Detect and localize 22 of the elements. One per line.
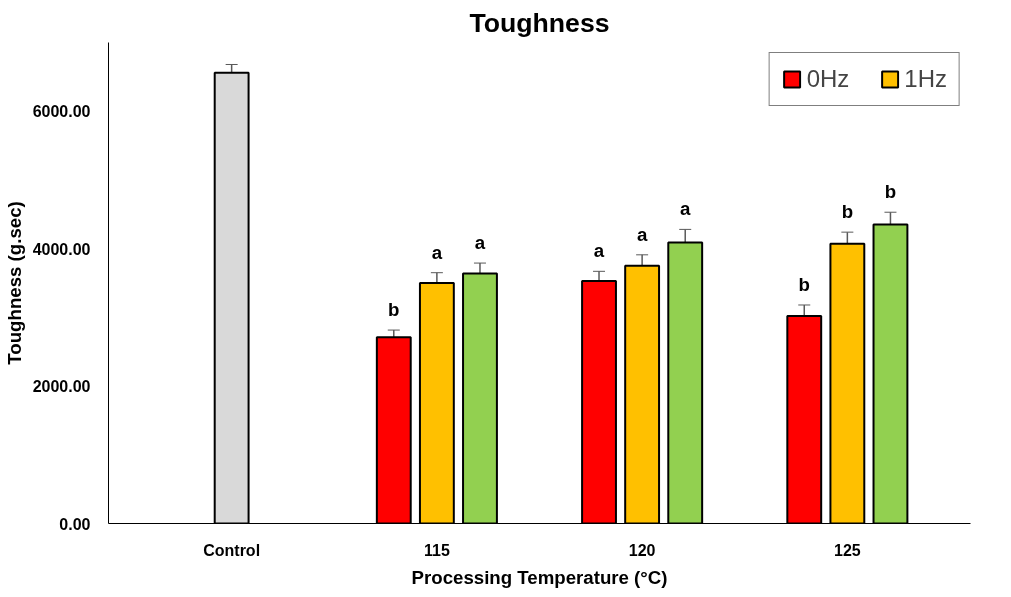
data-label: a bbox=[431, 241, 443, 263]
y-tick-label: 4000.00 bbox=[32, 240, 91, 258]
x-tick-label: 115 bbox=[423, 541, 450, 559]
chart-title: Toughness bbox=[469, 7, 610, 38]
y-tick-label: 6000.00 bbox=[32, 103, 91, 121]
data-label: b bbox=[388, 299, 400, 321]
data-label: b bbox=[884, 181, 897, 203]
data-label: b bbox=[841, 201, 854, 223]
y-tick-label: 0.00 bbox=[59, 515, 91, 533]
data-label: a bbox=[474, 232, 486, 254]
x-tick-label: 120 bbox=[628, 541, 656, 559]
legend-label: 0Hz bbox=[806, 65, 850, 93]
data-label: a bbox=[593, 240, 605, 262]
legend-label: 1Hz bbox=[904, 65, 947, 93]
x-tick-label: 125 bbox=[834, 541, 861, 559]
y-axis-title: Toughness (g.sec) bbox=[3, 201, 25, 365]
data-label: a bbox=[636, 223, 648, 245]
x-tick-label: Control bbox=[203, 541, 261, 559]
data-label: a bbox=[680, 198, 692, 220]
x-axis-title: Processing Temperature (°C) bbox=[411, 566, 668, 588]
y-tick-label: 2000.00 bbox=[32, 378, 91, 396]
data-label: b bbox=[798, 273, 810, 295]
